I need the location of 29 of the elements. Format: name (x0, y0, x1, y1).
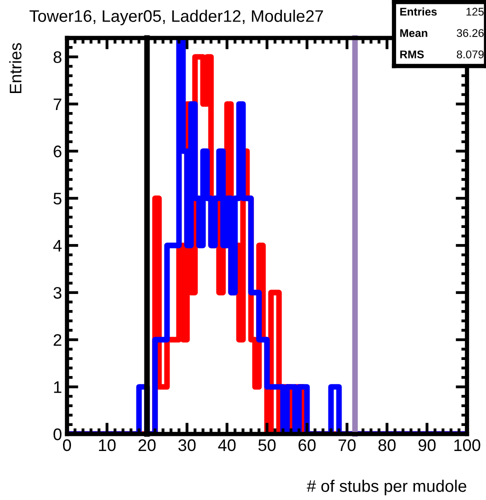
x-axis-title: # of stubs per mudole (306, 480, 466, 496)
y-tick-label: 8 (54, 51, 62, 64)
x-tick-label: 0 (63, 439, 71, 452)
text: Mean (400, 29, 428, 37)
x-tick-label: 10 (99, 439, 116, 452)
y-tick-label: 1 (54, 381, 62, 393)
x-tick-label: 90 (418, 439, 436, 452)
y-tick-label: 3 (54, 286, 62, 299)
text: 36.26 (456, 29, 484, 37)
x-tick-label: 60 (298, 439, 316, 452)
x-tick-label: 30 (178, 439, 196, 452)
y-tick-label: 2 (54, 334, 62, 346)
annotation: 8.079 (456, 50, 484, 58)
x-tick-label: 80 (378, 439, 396, 452)
x-tick-label: 100 (454, 439, 480, 452)
annotation: RMS (400, 50, 424, 58)
y-tick-label: 0 (54, 428, 62, 440)
y-tick-label: 7 (54, 98, 62, 110)
x-tick-label: 40 (218, 439, 236, 452)
y-axis-title: Entries (9, 43, 22, 94)
text: Entries (400, 7, 437, 16)
x-tick-label: 50 (258, 439, 276, 452)
text: 125 (466, 8, 484, 16)
x-tick-label: 70 (338, 439, 356, 452)
x-tick-label: 20 (138, 439, 156, 452)
y-tick-label: 5 (54, 192, 62, 204)
y-tick-label: 4 (53, 240, 62, 252)
y-tick-label: 6 (54, 146, 62, 158)
chart-title: Tower16, Layer05, Ladder12, Module27 (30, 10, 323, 26)
